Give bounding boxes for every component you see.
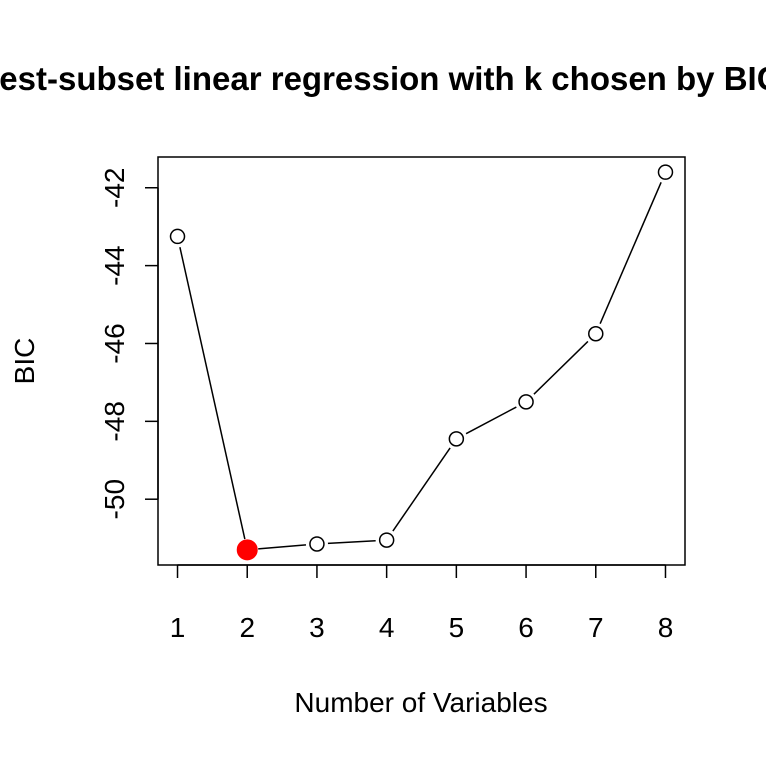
series-segment [533, 340, 589, 395]
x-tick-label: 1 [170, 612, 186, 643]
data-point [588, 325, 604, 342]
y-tick-label: -44 [99, 245, 130, 285]
series-segment [327, 539, 376, 545]
x-tick-label: 2 [239, 612, 255, 643]
y-tick-label: -46 [99, 323, 130, 363]
data-point [169, 228, 186, 245]
series-segment [179, 246, 246, 540]
x-axis: 1 2 3 4 5 6 7 8 [170, 564, 674, 643]
series-segment [258, 544, 307, 550]
selected-point [236, 539, 258, 561]
series-group [169, 164, 674, 561]
x-axis-label: Number of Variables [294, 687, 547, 718]
data-point [309, 536, 325, 552]
x-tick-label: 5 [449, 612, 465, 643]
x-tick-label: 3 [309, 612, 325, 643]
x-tick-label: 6 [518, 612, 534, 643]
chart-title: Best-subset linear regression with k cho… [0, 60, 766, 97]
y-axis-label: BIC [9, 338, 40, 385]
y-tick-label: -48 [99, 401, 130, 441]
x-tick-label: 7 [588, 612, 604, 643]
y-axis: -50 -48 -46 -44 -42 [99, 168, 159, 519]
data-point [657, 164, 674, 180]
data-point [378, 532, 395, 548]
series-segment [599, 181, 662, 324]
series-segment [465, 406, 517, 435]
x-tick-label: 4 [379, 612, 395, 643]
x-tick-label: 8 [658, 612, 674, 643]
series-segment [392, 447, 451, 532]
data-point [448, 431, 465, 447]
y-tick-label: -50 [99, 479, 130, 519]
y-tick-label: -42 [99, 168, 130, 208]
data-point [518, 394, 534, 410]
